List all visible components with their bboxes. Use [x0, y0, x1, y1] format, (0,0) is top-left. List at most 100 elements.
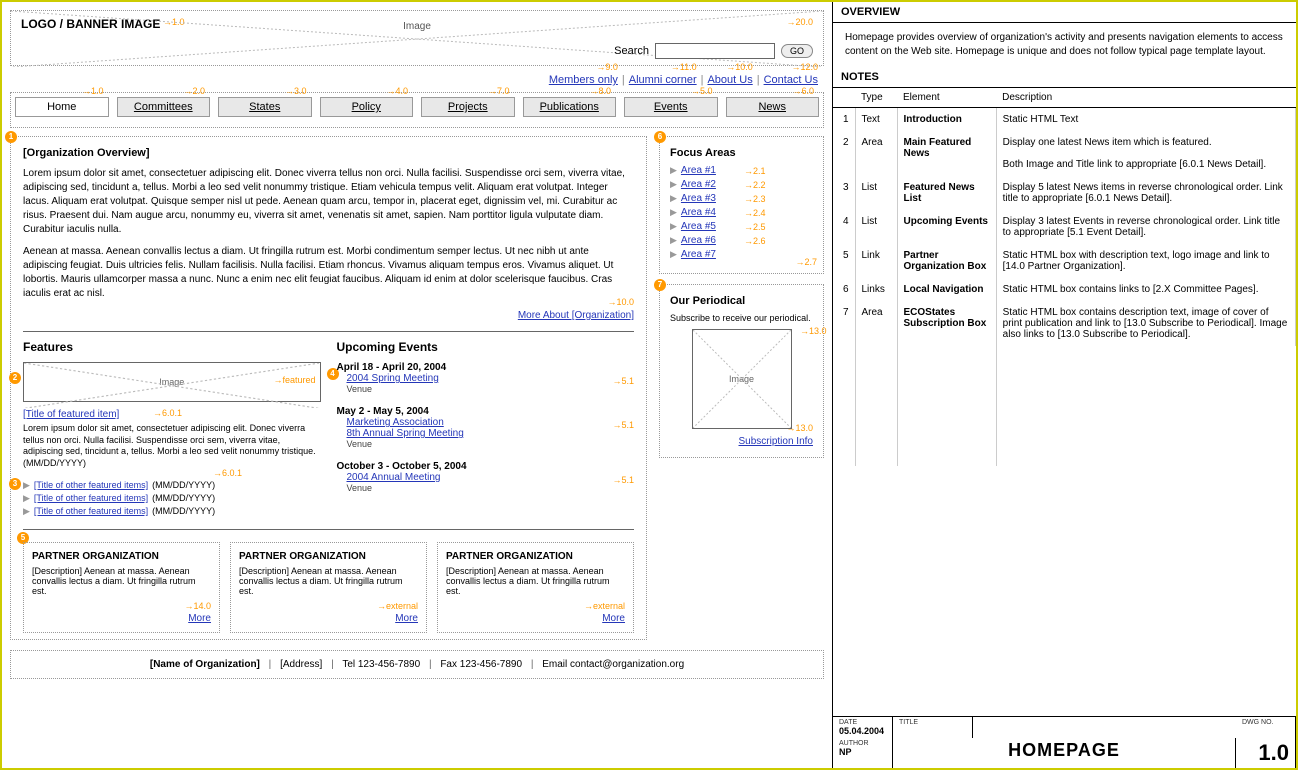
ref: 2.5	[744, 222, 766, 232]
row-element: Local Navigation	[897, 278, 996, 301]
partner-more-link[interactable]: More	[188, 613, 211, 624]
focus-area-link[interactable]: Area #3	[681, 193, 716, 204]
featured-item-link[interactable]: [Title of other featured items]	[34, 506, 148, 516]
events-section: Upcoming Events 4 April 18 - April 20, 2…	[337, 340, 635, 519]
triangle-icon: ▶	[670, 207, 677, 218]
partner-boxes: PARTNER ORGANIZATION [Description] Aenean…	[23, 542, 634, 633]
featured-desc: Lorem ipsum dolor sit amet, consectetuer…	[23, 423, 321, 470]
nav-tab[interactable]: Committees2.0	[117, 97, 211, 117]
triangle-icon: ▶	[670, 235, 677, 246]
footer: [Name of Organization] | [Address] | Tel…	[10, 650, 824, 679]
tb-date-label: DATE	[839, 719, 886, 726]
ref: 1.0	[163, 17, 185, 27]
row-element: Partner Organization Box	[897, 244, 996, 278]
top-link[interactable]: Alumni corner	[629, 74, 697, 86]
triangle-icon: ▶	[670, 179, 677, 190]
table-header	[833, 88, 855, 108]
triangle-icon: ▶	[23, 493, 30, 504]
marker-7: 7	[654, 279, 666, 291]
overview-para: Lorem ipsum dolor sit amet, consectetuer…	[23, 167, 634, 237]
footer-email: Email contact@organization.org	[542, 659, 684, 670]
row-num: 5	[833, 244, 855, 278]
table-row: 2AreaMain Featured NewsDisplay one lates…	[833, 131, 1296, 176]
ref: 9.0	[596, 62, 618, 72]
ref: 6.0.1	[213, 468, 242, 478]
top-link[interactable]: Members only	[549, 74, 618, 86]
event-link[interactable]: Marketing Association	[347, 417, 444, 428]
focus-area-link[interactable]: Area #7	[681, 249, 716, 260]
row-num: 3	[833, 176, 855, 210]
featured-title-link[interactable]: [Title of featured item]	[23, 409, 119, 420]
table-header: Element	[897, 88, 996, 108]
marker-2: 2	[9, 372, 21, 384]
focus-heading: Focus Areas	[670, 147, 813, 159]
focus-area-link[interactable]: Area #1	[681, 165, 716, 176]
row-element: Main Featured News	[897, 131, 996, 176]
ref: 5.1	[612, 376, 634, 386]
nav-tab[interactable]: Events5.0	[624, 97, 718, 117]
subscription-link[interactable]: Subscription Info	[739, 436, 814, 447]
overview-text: Lorem ipsum dolor sit amet, consectetuer…	[23, 167, 634, 301]
nav-tab[interactable]: Projects7.0	[421, 97, 515, 117]
table-row: 7AreaECOStates Subscription BoxStatic HT…	[833, 301, 1296, 346]
event-venue: Venue	[337, 439, 635, 449]
partner-more-link[interactable]: More	[395, 613, 418, 624]
triangle-icon: ▶	[670, 165, 677, 176]
event-link[interactable]: 2004 Annual Meeting	[347, 472, 441, 483]
row-desc: Display 3 latest Events in reverse chron…	[996, 210, 1295, 244]
top-link[interactable]: Contact Us	[764, 74, 818, 86]
row-desc: Static HTML Text	[996, 108, 1295, 132]
periodical-image-placeholder[interactable]: 13.0 Image	[692, 329, 792, 429]
event-date: April 18 - April 20, 2004	[337, 362, 635, 373]
search-input[interactable]	[655, 43, 775, 59]
featured-list-item: ▶ [Title of other featured items] (MM/DD…	[23, 493, 321, 504]
partner-heading: PARTNER ORGANIZATION	[446, 551, 625, 562]
ref: 3.0	[285, 86, 307, 96]
event-date: May 2 - May 5, 2004	[337, 406, 635, 417]
focus-area-link[interactable]: Area #2	[681, 179, 716, 190]
ref: 2.7	[795, 257, 817, 267]
overview-description: Homepage provides overview of organizati…	[833, 23, 1296, 67]
nav-tab[interactable]: Publications8.0	[523, 97, 617, 117]
divider	[23, 331, 634, 332]
event-link[interactable]: 2004 Spring Meeting	[347, 373, 439, 384]
partner-box: PARTNER ORGANIZATION [Description] Aenean…	[23, 542, 220, 633]
feature-image-placeholder[interactable]: Image featured	[23, 362, 321, 402]
tb-author-label: AUTHOR	[839, 740, 886, 747]
featured-item-link[interactable]: [Title of other featured items]	[34, 480, 148, 490]
featured-item-link[interactable]: [Title of other featured items]	[34, 493, 148, 503]
notes-header: NOTES	[833, 67, 1296, 88]
row-desc: Display 5 latest News items in reverse c…	[996, 176, 1295, 210]
row-num: 4	[833, 210, 855, 244]
tb-date: 05.04.2004	[839, 726, 886, 736]
go-button[interactable]: GO	[781, 44, 813, 58]
event-venue: Venue	[337, 483, 635, 493]
focus-area-link[interactable]: Area #5	[681, 221, 716, 232]
row-type: Text	[855, 108, 897, 132]
nav-tab[interactable]: News6.0	[726, 97, 820, 117]
overview-heading: [Organization Overview]	[23, 147, 634, 159]
partner-more-link[interactable]: More	[602, 613, 625, 624]
focus-area-link[interactable]: Area #6	[681, 235, 716, 246]
more-about-link[interactable]: More About [Organization]	[518, 310, 634, 321]
row-element: ECOStates Subscription Box	[897, 301, 996, 346]
event-link[interactable]: 8th Annual Spring Meeting	[347, 428, 464, 439]
ref: 8.0	[589, 86, 611, 96]
nav-tab[interactable]: Home1.0	[15, 97, 109, 117]
notes-table: TypeElementDescription 1TextIntroduction…	[833, 88, 1296, 466]
top-link[interactable]: About Us	[707, 74, 752, 86]
partner-heading: PARTNER ORGANIZATION	[32, 551, 211, 562]
focus-area-link[interactable]: Area #4	[681, 207, 716, 218]
focus-area-item: ▶ Area #62.6	[670, 235, 813, 246]
table-row: 1TextIntroductionStatic HTML Text	[833, 108, 1296, 132]
focus-area-item: ▶ Area #42.4	[670, 207, 813, 218]
featured-list-item: ▶ [Title of other featured items] (MM/DD…	[23, 506, 321, 517]
nav-tab[interactable]: States3.0	[218, 97, 312, 117]
featured-list: ▶ [Title of other featured items] (MM/DD…	[23, 480, 321, 517]
partner-desc: [Description] Aenean at massa. Aenean co…	[32, 566, 211, 596]
nav-tab[interactable]: Policy4.0	[320, 97, 414, 117]
features-heading: Features	[23, 340, 321, 354]
ref: 10.0	[726, 62, 753, 72]
side-column: 6 Focus Areas ▶ Area #12.1▶ Area #22.2▶ …	[659, 136, 824, 640]
row-element: Introduction	[897, 108, 996, 132]
